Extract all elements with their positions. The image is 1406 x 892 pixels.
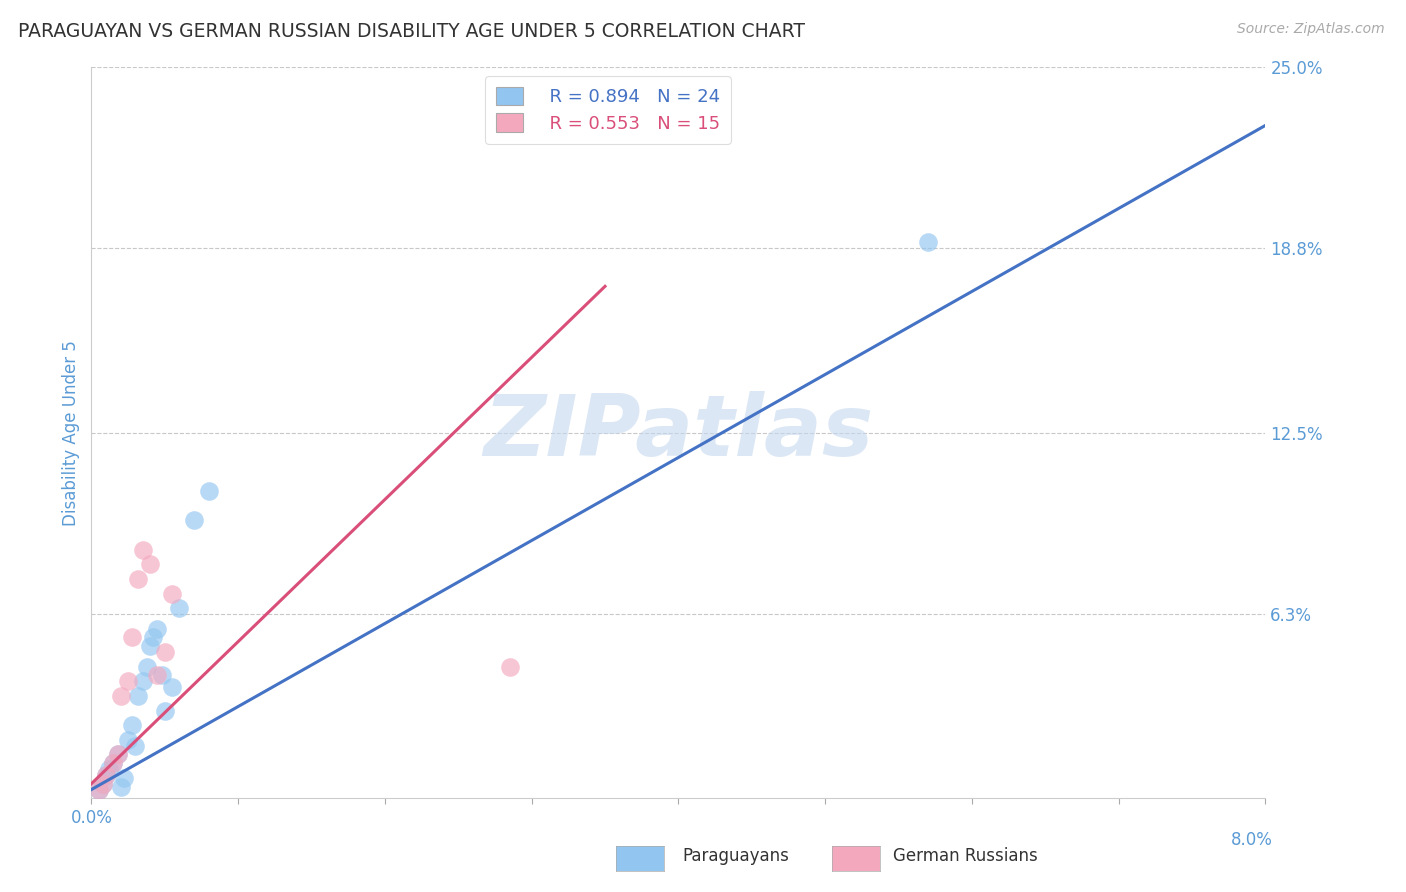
Legend:   R = 0.894   N = 24,   R = 0.553   N = 15: R = 0.894 N = 24, R = 0.553 N = 15 [485,76,731,144]
Point [146,668,169,682]
Point [139,558,162,572]
Point [142,631,165,645]
Text: German Russians: German Russians [893,847,1038,865]
Text: Source: ZipAtlas.com: Source: ZipAtlas.com [1237,22,1385,37]
Point [98,762,121,776]
Point [94,768,117,782]
Point [132,674,155,689]
Point [103,756,125,771]
Point [132,542,155,557]
Point [127,689,149,703]
Point [160,680,183,694]
Point [498,659,520,673]
Point [169,601,191,615]
Point [121,631,143,645]
Point [87,782,110,797]
Point [197,484,219,499]
Point [94,768,117,782]
Text: Paraguayans: Paraguayans [682,847,789,865]
Point [107,747,129,762]
Point [146,622,169,636]
Point [103,756,125,771]
Point [121,718,143,732]
Point [110,780,132,794]
Text: PARAGUAYAN VS GERMAN RUSSIAN DISABILITY AGE UNDER 5 CORRELATION CHART: PARAGUAYAN VS GERMAN RUSSIAN DISABILITY … [18,22,806,41]
Point [117,674,139,689]
Point [183,513,205,527]
Point [87,782,110,797]
Point [917,235,939,250]
Y-axis label: Disability Age Under 5: Disability Age Under 5 [62,340,80,525]
Point [153,645,176,659]
Text: ZIPatlas: ZIPatlas [484,391,873,475]
Point [124,739,146,753]
Point [139,639,162,653]
Point [127,572,149,586]
Text: 8.0%: 8.0% [1230,831,1272,849]
Point [107,747,129,762]
Point [117,732,139,747]
Point [91,777,114,791]
Point [91,777,114,791]
Point [112,771,135,785]
Point [150,668,173,682]
Point [160,586,183,600]
Point [110,689,132,703]
Point [136,659,159,673]
Point [153,704,176,718]
